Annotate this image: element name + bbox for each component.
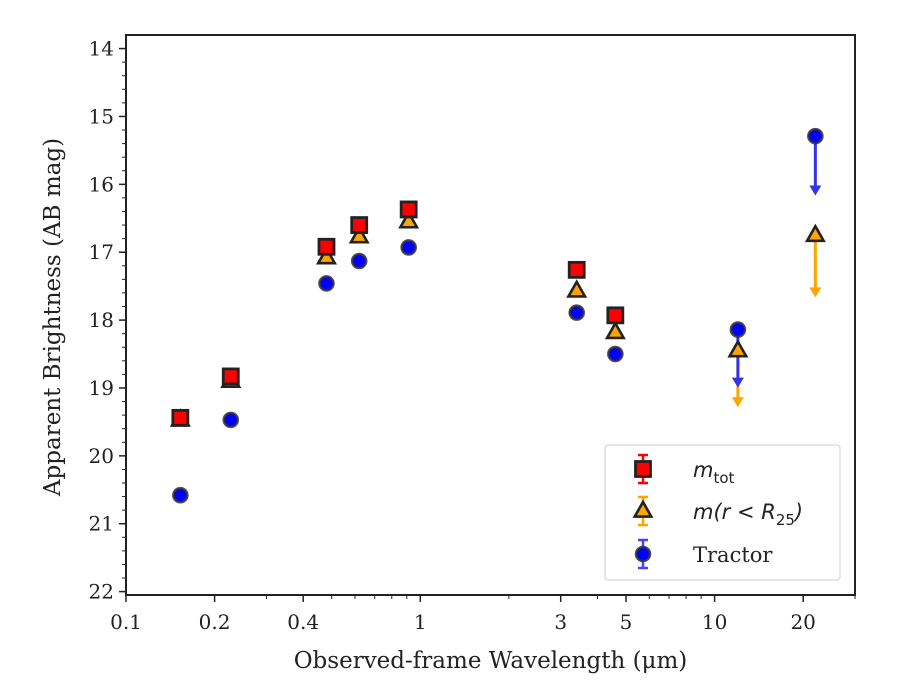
tractor-circle-point (729, 321, 747, 338)
legend-label: Tractor (693, 543, 773, 567)
tractor-circle-point (400, 239, 417, 256)
tractor-upper-limit-arrow (809, 136, 822, 196)
tractor-circle-point (172, 486, 189, 504)
tractor-upper-limit-arrow (731, 329, 744, 388)
x-tick-label: 1 (414, 610, 427, 634)
mr25-triangle-point (348, 224, 370, 244)
tractor-circle-point (807, 127, 824, 145)
x-tick-label: 0.2 (199, 610, 231, 634)
legend: mtot m(r < R25) Tractor (604, 444, 841, 581)
y-tick-label: 19 (89, 376, 114, 400)
y-axis-label: Apparent Brightness (AB mag) (40, 138, 66, 497)
y-tick-label: 14 (89, 37, 114, 61)
y-tick-label: 18 (89, 308, 114, 332)
x-tick-label: 3 (554, 610, 567, 634)
x-tick-label: 5 (620, 610, 633, 634)
mr25-triangle-point (398, 210, 420, 229)
tractor-circle-point (568, 304, 586, 321)
tractor-circle-point (222, 411, 240, 429)
upper-limit-arrows (731, 136, 822, 408)
tractor-circle-point (607, 345, 624, 363)
mtot-square-point (171, 408, 190, 427)
mtot-square-point (317, 237, 336, 256)
mr25-triangle-point (566, 279, 588, 298)
y-tick-label: 17 (89, 240, 114, 264)
x-axis-label: Observed-frame Wavelength (μm) (294, 648, 688, 674)
x-tick-label: 20 (790, 610, 815, 634)
data-points (169, 127, 826, 504)
legend-marker-tractor (634, 545, 652, 563)
legend-marker-mr25 (632, 499, 654, 518)
legend-label: mtot (693, 458, 735, 487)
y-tick-label: 15 (89, 104, 114, 128)
mtot-square-point (399, 200, 418, 219)
mr25-triangle-point (315, 246, 337, 265)
mtot-square-point (606, 306, 625, 325)
mr25-triangle-point (604, 320, 626, 340)
legend-label: m(r < R25) (693, 500, 803, 529)
y-tick-label: 22 (89, 580, 114, 604)
axes: 14 15 16 17 18 19 20 21 22 0.1 0.2 0.4 1 3 5 10 20 (89, 37, 856, 634)
legend-marker-mtot (634, 460, 652, 478)
mtot-square-point (567, 260, 586, 279)
tractor-circle-point (318, 275, 335, 292)
mtot-square-point (350, 216, 369, 234)
tractor-circle-point (350, 252, 368, 270)
mr25-upper-limit-arrow (809, 235, 822, 298)
plot-frame (125, 34, 856, 596)
x-tick-label: 10 (702, 610, 727, 634)
x-tick-label: 0.4 (287, 610, 319, 634)
mr25-triangle-point (804, 223, 826, 243)
mtot-square-point (221, 367, 240, 386)
mr25-triangle-point (727, 339, 749, 358)
y-tick-label: 16 (89, 172, 114, 196)
x-tick-label: 0.1 (110, 610, 142, 634)
y-tick-label: 20 (89, 444, 114, 468)
y-tick-label: 21 (89, 512, 114, 536)
legend-box (604, 444, 841, 581)
